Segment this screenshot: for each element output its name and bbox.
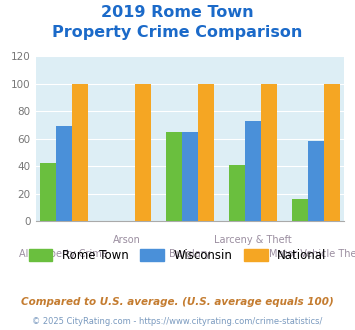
Text: Burglary: Burglary <box>169 248 211 259</box>
Bar <box>135 83 151 221</box>
Bar <box>182 132 198 221</box>
Bar <box>166 132 182 221</box>
Text: All Property Crime: All Property Crime <box>20 248 108 259</box>
Bar <box>245 121 261 221</box>
Bar <box>229 165 245 221</box>
Text: 2019 Rome Town: 2019 Rome Town <box>101 5 254 20</box>
Text: Property Crime Comparison: Property Crime Comparison <box>52 25 303 40</box>
Text: Motor Vehicle Theft: Motor Vehicle Theft <box>269 248 355 259</box>
Bar <box>261 83 277 221</box>
Text: © 2025 CityRating.com - https://www.cityrating.com/crime-statistics/: © 2025 CityRating.com - https://www.city… <box>32 317 323 326</box>
Text: Arson: Arson <box>113 235 141 245</box>
Bar <box>72 83 88 221</box>
Legend: Rome Town, Wisconsin, National: Rome Town, Wisconsin, National <box>24 244 331 266</box>
Bar <box>40 163 56 221</box>
Text: Compared to U.S. average. (U.S. average equals 100): Compared to U.S. average. (U.S. average … <box>21 297 334 307</box>
Bar <box>324 83 340 221</box>
Bar <box>56 126 72 221</box>
Bar <box>198 83 214 221</box>
Bar <box>308 141 324 221</box>
Text: Larceny & Theft: Larceny & Theft <box>214 235 292 245</box>
Bar <box>292 199 308 221</box>
